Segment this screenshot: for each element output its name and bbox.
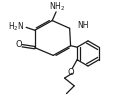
Text: NH$_2$: NH$_2$ [49, 1, 65, 13]
Text: O: O [67, 68, 74, 77]
Text: O: O [15, 40, 22, 49]
Text: NH: NH [77, 21, 89, 30]
Text: H$_2$N: H$_2$N [8, 20, 25, 33]
